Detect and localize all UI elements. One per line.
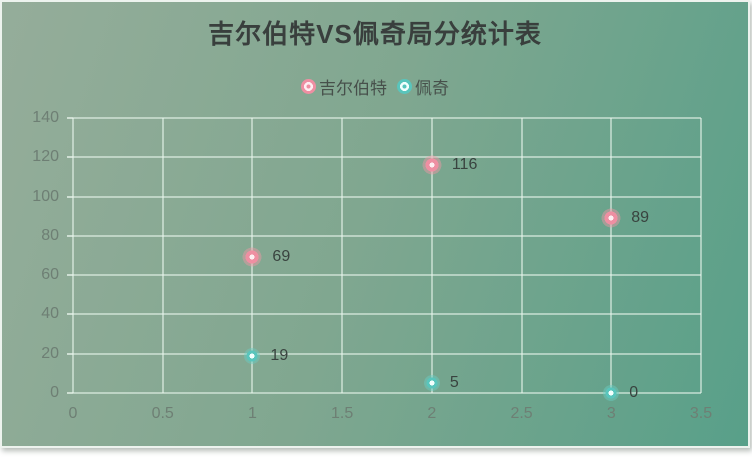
y-axis-tick-label: 40 [41,305,59,323]
y-axis-tick-label: 60 [41,266,59,284]
data-point-佩奇[interactable] [423,375,440,392]
gridline-vertical [161,118,164,393]
x-axis-tick-label: 2 [427,405,437,422]
data-point-label: 69 [272,248,291,266]
x-axis-tick-label: 2.5 [510,405,533,422]
x-axis-tick-label: 0 [68,405,78,422]
data-point-吉尔伯特[interactable] [242,247,262,267]
data-point-label: 89 [631,209,650,227]
data-point-label: 0 [629,384,639,401]
data-point-吉尔伯特[interactable] [422,155,442,175]
gridline-vertical [610,118,613,393]
y-axis-tickmark [67,117,73,119]
data-point-佩奇[interactable] [244,347,261,364]
y-axis-tickmark [67,234,73,237]
data-point-label: 5 [449,374,459,392]
y-axis-tickmark [67,313,73,316]
y-axis-tick-label: 120 [32,148,59,166]
x-axis-tick-label: 1.5 [331,405,354,422]
gridline-vertical [430,118,433,393]
gridline-vertical [520,118,523,393]
gridline-horizontal [73,313,701,316]
gridline-horizontal [73,156,701,159]
chart-title: 吉尔伯特VS佩奇局分统计表 [208,19,542,49]
data-point-label: 19 [270,346,289,364]
legend-marker-icon [301,79,316,94]
y-axis-tick-label: 140 [32,109,59,126]
y-axis-tick-label: 80 [41,226,59,244]
y-axis-tick-label: 0 [50,384,59,401]
y-axis-tickmark [67,392,73,394]
legend-label: 吉尔伯特 [319,79,387,98]
legend-item-吉尔伯特[interactable]: 吉尔伯特 [301,74,387,99]
legend-label: 佩奇 [415,79,449,98]
gridline-horizontal [73,117,701,119]
gridline-vertical [72,118,74,393]
gridline-vertical [341,118,344,393]
legend-marker-icon [397,79,412,94]
legend-item-佩奇[interactable]: 佩奇 [397,74,449,99]
gridline-horizontal [73,195,701,198]
x-axis-tick-label: 3 [606,405,616,422]
gridline-horizontal [73,392,701,394]
x-axis-tick-label: 3.5 [689,405,713,422]
data-point-label: 116 [451,156,478,174]
gridline-vertical [700,118,702,393]
x-axis-tick-label: 0.5 [151,405,174,422]
gridline-horizontal [73,352,701,355]
chart-legend: 吉尔伯特 佩奇 [2,74,748,99]
data-point-吉尔伯特[interactable] [601,208,621,228]
y-axis-tickmark [67,352,73,355]
chart-card: 吉尔伯特VS佩奇局分统计表 吉尔伯特 佩奇 0 0.5 1 1.5 2 2.5 3 3.5 0 20… [0,0,750,448]
y-axis-tick-label: 20 [41,344,59,362]
plot-area: 0 0.5 1 1.5 2 2.5 3 3.5 0 20 40 60 80 100 120 140 69 116 8… [32,109,712,422]
gridline-horizontal [73,234,701,237]
x-axis-tick-label: 1 [247,405,257,422]
y-axis-tickmark [67,195,73,198]
y-axis-tickmark [67,274,73,277]
data-point-佩奇[interactable] [603,385,620,401]
gridline-horizontal [73,274,701,277]
y-axis-tick-label: 100 [32,187,59,205]
y-axis-tickmark [67,156,73,159]
